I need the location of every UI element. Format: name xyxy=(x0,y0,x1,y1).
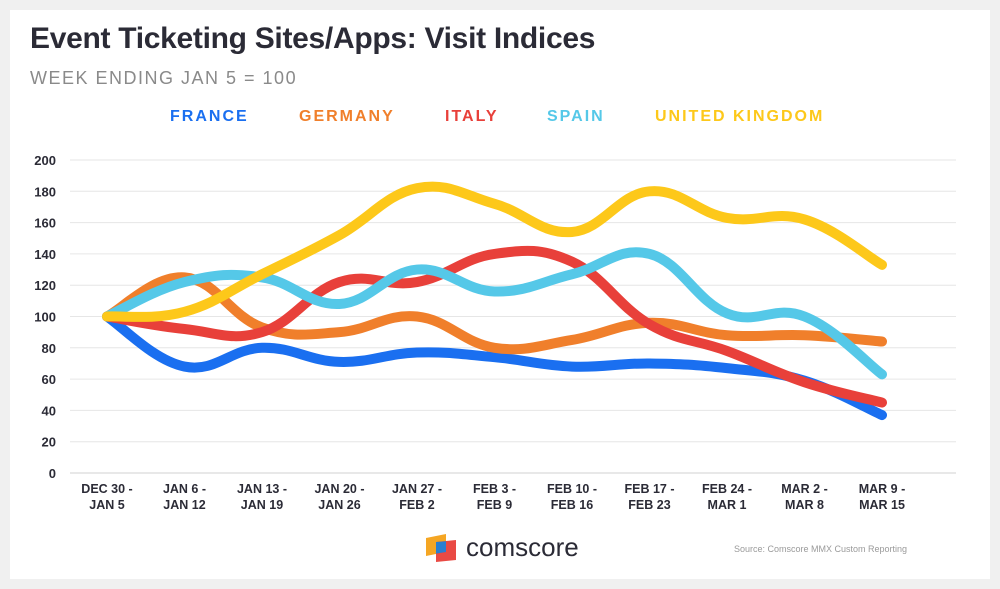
y-tick-label: 180 xyxy=(34,184,56,199)
chart-title: Event Ticketing Sites/Apps: Visit Indice… xyxy=(30,22,596,55)
y-tick-label: 60 xyxy=(42,372,56,387)
y-tick-label: 20 xyxy=(42,435,56,450)
series-line-spain xyxy=(102,247,887,380)
comscore-logo-icon xyxy=(426,534,456,562)
x-tick-label: FEB 24 -MAR 1 xyxy=(702,482,752,512)
series-line-italy xyxy=(102,245,887,408)
series-line-france xyxy=(102,311,887,421)
x-tick-label: DEC 30 -JAN 5 xyxy=(81,482,132,512)
chart-card: Event Ticketing Sites/Apps: Visit Indice… xyxy=(10,10,990,579)
x-tick-label: MAR 9 -MAR 15 xyxy=(859,482,906,512)
y-tick-label: 0 xyxy=(49,466,56,481)
y-tick-label: 160 xyxy=(34,216,56,231)
legend: FRANCE GERMANY ITALY SPAIN UNITED KINGDO… xyxy=(10,108,990,132)
x-tick-label: JAN 20 -JAN 26 xyxy=(314,482,364,512)
source-note: Source: Comscore MMX Custom Reporting xyxy=(734,544,908,554)
x-axis: DEC 30 -JAN 5 JAN 6 -JAN 12 JAN 13 -JAN 19… xyxy=(81,482,905,512)
line-chart: 0 20 40 60 80 100 120 140 160 180 200 DEC 30 -JAN … xyxy=(34,153,956,512)
x-tick-label: FEB 10 -FEB 16 xyxy=(547,482,597,512)
chart-subtitle: WEEK ENDING JAN 5 = 100 xyxy=(30,68,298,88)
x-tick-label: JAN 13 -JAN 19 xyxy=(237,482,287,512)
series-line-united-kingdom xyxy=(102,181,887,322)
x-tick-label: JAN 6 -JAN 12 xyxy=(163,482,206,512)
x-tick-label: FEB 17 -FEB 23 xyxy=(624,482,674,512)
y-tick-label: 100 xyxy=(34,310,56,325)
legend-item-spain: SPAIN xyxy=(547,108,605,125)
y-tick-label: 40 xyxy=(42,403,56,418)
x-tick-label: JAN 27 -FEB 2 xyxy=(392,482,442,512)
y-tick-label: 120 xyxy=(34,278,56,293)
legend-item-germany: GERMANY xyxy=(299,108,395,125)
y-tick-label: 80 xyxy=(42,341,56,356)
brand-logo: comscore xyxy=(424,532,624,564)
legend-item-france: FRANCE xyxy=(170,108,249,125)
legend-item-italy: ITALY xyxy=(445,108,499,125)
x-tick-label: MAR 2 -MAR 8 xyxy=(781,482,828,512)
y-tick-label: 200 xyxy=(34,153,56,168)
brand-name: comscore xyxy=(466,532,579,562)
y-tick-label: 140 xyxy=(34,247,56,262)
y-axis: 0 20 40 60 80 100 120 140 160 180 200 xyxy=(34,153,56,481)
x-tick-label: FEB 3 -FEB 9 xyxy=(473,482,516,512)
series-line-germany xyxy=(102,272,887,355)
series-lines xyxy=(102,181,887,421)
legend-item-united-kingdom: UNITED KINGDOM xyxy=(655,108,825,125)
